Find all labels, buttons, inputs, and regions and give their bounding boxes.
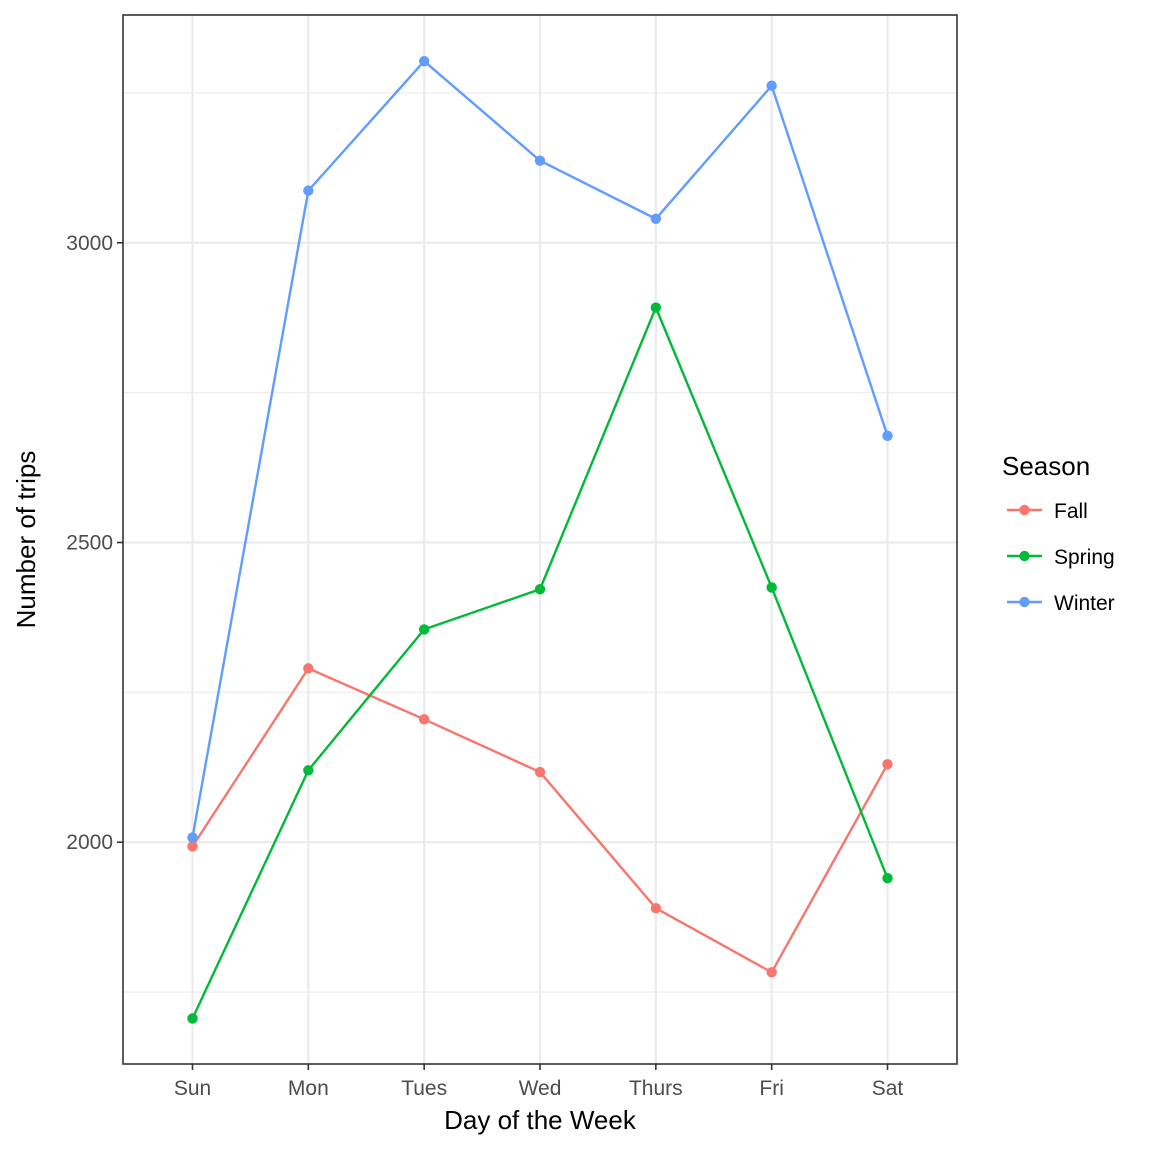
legend-key-point-fall bbox=[1019, 504, 1030, 516]
data-point-winter bbox=[303, 185, 314, 196]
y-tick-label: 2500 bbox=[66, 531, 113, 554]
x-tick-label: Fri bbox=[759, 1077, 784, 1100]
legend-label-spring: Spring bbox=[1054, 546, 1115, 569]
data-point-winter bbox=[534, 155, 546, 166]
data-point-fall bbox=[187, 841, 198, 852]
data-point-spring bbox=[766, 582, 777, 593]
data-point-fall bbox=[303, 663, 314, 674]
data-point-fall bbox=[882, 759, 893, 770]
data-point-spring bbox=[534, 584, 546, 595]
data-point-winter bbox=[187, 832, 198, 843]
legend-key-point-winter bbox=[1019, 596, 1030, 608]
major-gridlines bbox=[123, 15, 957, 1064]
legend-label-fall: Fall bbox=[1054, 500, 1088, 523]
data-point-fall bbox=[650, 902, 662, 914]
data-point-winter bbox=[882, 430, 893, 441]
data-point-fall bbox=[766, 967, 777, 978]
x-tick-label: Sun bbox=[174, 1077, 211, 1100]
axis-ticks bbox=[117, 241, 889, 1070]
x-tick-label: Mon bbox=[288, 1077, 329, 1100]
x-axis-title: Day of the Week bbox=[444, 1105, 637, 1135]
x-tick-label: Tues bbox=[401, 1077, 447, 1100]
legend-label-winter: Winter bbox=[1054, 592, 1115, 615]
data-point-winter bbox=[650, 213, 662, 225]
data-point-winter bbox=[766, 80, 777, 91]
y-tick-label: 3000 bbox=[66, 232, 113, 255]
data-point-winter bbox=[418, 55, 430, 67]
series-layer bbox=[187, 55, 893, 1024]
data-point-spring bbox=[303, 765, 314, 776]
data-point-spring bbox=[882, 872, 893, 884]
legend-title: Season bbox=[1002, 451, 1090, 481]
data-point-spring bbox=[650, 302, 662, 313]
y-tick-label: 2000 bbox=[66, 831, 113, 854]
x-tick-label: Sat bbox=[872, 1077, 904, 1100]
legend-key-point-spring bbox=[1019, 550, 1030, 562]
data-point-spring bbox=[418, 624, 430, 635]
legend: Season Fall Spring Winter bbox=[1002, 451, 1115, 615]
x-tick-label: Wed bbox=[519, 1077, 562, 1100]
data-point-spring bbox=[187, 1013, 198, 1024]
data-point-fall bbox=[418, 714, 430, 725]
y-axis-title: Number of trips bbox=[11, 451, 41, 629]
x-tick-label: Thurs bbox=[629, 1077, 683, 1100]
data-point-fall bbox=[534, 766, 546, 778]
tick-labels: 2000 2500 3000 Sun Mon Tues Wed Thurs Fri Sat bbox=[66, 232, 903, 1100]
